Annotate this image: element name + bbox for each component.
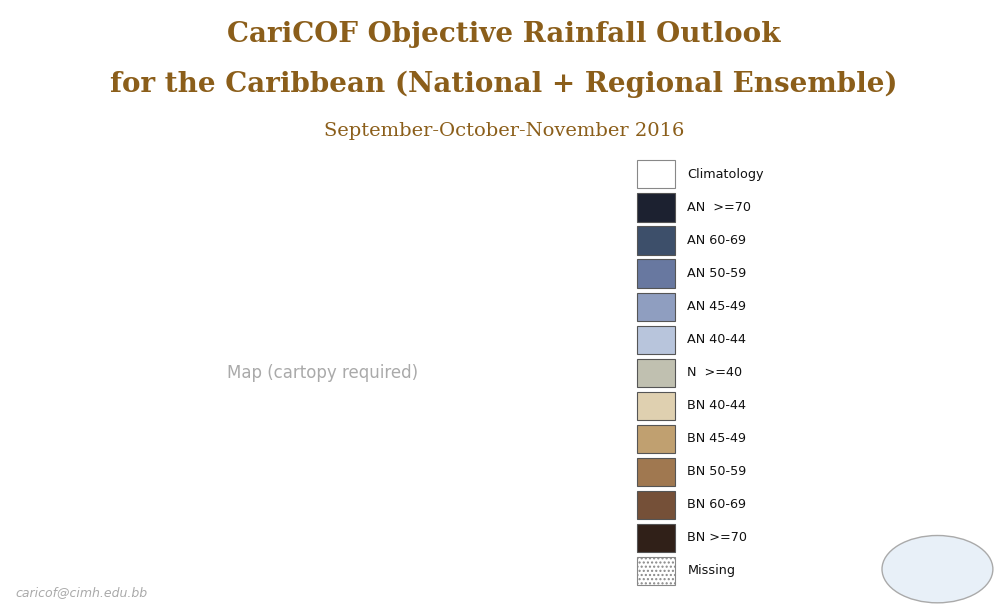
Text: BN 40-44: BN 40-44: [687, 399, 747, 412]
Bar: [637, 524, 675, 552]
Text: BN 60-69: BN 60-69: [687, 498, 747, 512]
Text: CIMH: CIMH: [924, 568, 951, 577]
Text: AN 60-69: AN 60-69: [687, 234, 747, 247]
Text: AN 50-59: AN 50-59: [687, 267, 747, 280]
Bar: [637, 458, 675, 486]
Bar: [637, 491, 675, 519]
Text: AN 40-44: AN 40-44: [687, 333, 747, 346]
Text: N  >=40: N >=40: [687, 366, 743, 379]
Bar: [637, 359, 675, 387]
Bar: [637, 226, 675, 255]
Bar: [637, 193, 675, 222]
Bar: [637, 392, 675, 420]
Text: Missing: Missing: [687, 564, 736, 578]
Text: Climatology: Climatology: [687, 168, 764, 181]
Text: AN  >=70: AN >=70: [687, 201, 751, 214]
Circle shape: [882, 536, 993, 603]
Text: caricof@cimh.edu.bb: caricof@cimh.edu.bb: [15, 586, 147, 599]
Bar: [637, 160, 675, 188]
Text: BN >=70: BN >=70: [687, 531, 748, 545]
Text: BN 45-49: BN 45-49: [687, 432, 747, 446]
Bar: [637, 425, 675, 453]
Text: for the Caribbean (National + Regional Ensemble): for the Caribbean (National + Regional E…: [110, 70, 898, 98]
Bar: [637, 293, 675, 321]
Bar: [637, 326, 675, 354]
Bar: [637, 557, 675, 585]
Text: Map (cartopy required): Map (cartopy required): [227, 364, 418, 382]
Text: AN 45-49: AN 45-49: [687, 300, 747, 313]
Text: CariCOF Objective Rainfall Outlook: CariCOF Objective Rainfall Outlook: [228, 21, 780, 48]
Text: September-October-November 2016: September-October-November 2016: [324, 122, 684, 140]
Text: BN 50-59: BN 50-59: [687, 465, 747, 479]
Bar: [637, 259, 675, 288]
